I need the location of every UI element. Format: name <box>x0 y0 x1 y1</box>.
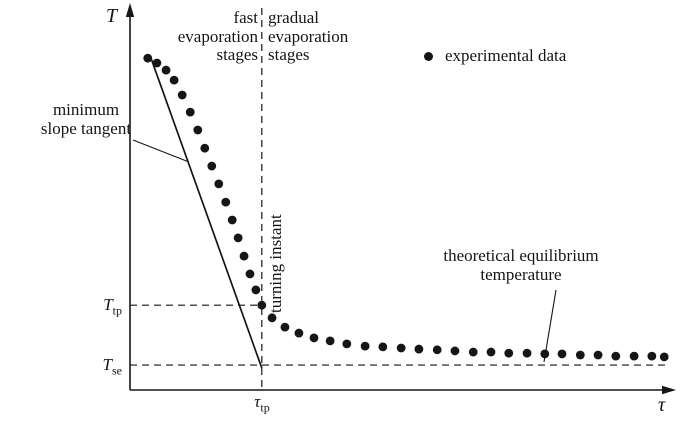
data-point <box>325 336 335 346</box>
T-tp-axis-label: Ttp <box>86 295 122 318</box>
data-point <box>257 300 267 310</box>
turning-instant-label: turning instant <box>266 214 285 313</box>
label-line: gradual <box>268 8 319 27</box>
label-line: stages <box>216 45 258 65</box>
data-point <box>450 346 460 356</box>
data-point <box>647 351 657 361</box>
minimum-slope-leader-line <box>132 139 190 163</box>
y-axis-title: T <box>106 5 118 27</box>
label-line: slope tangent <box>40 118 132 138</box>
data-point <box>432 345 442 355</box>
data-point <box>169 75 179 85</box>
data-point <box>557 349 567 359</box>
x-axis-arrowhead-icon <box>662 385 676 395</box>
data-point <box>267 313 277 323</box>
data-point <box>245 269 255 279</box>
data-point <box>221 197 231 207</box>
data-point <box>629 351 639 361</box>
label-line: evaporation <box>268 26 349 46</box>
gradual-evaporation-stages-label: gradual evaporation stages <box>268 8 349 65</box>
data-point <box>396 343 406 353</box>
data-point <box>593 350 603 360</box>
data-point <box>177 90 187 100</box>
data-point <box>200 143 210 153</box>
data-point <box>207 161 217 171</box>
data-point <box>227 215 237 225</box>
data-point <box>378 342 388 352</box>
label-line: theoretical equilibrium <box>443 246 599 265</box>
data-point <box>522 348 532 358</box>
label-base: T <box>102 355 112 374</box>
label-subscript: tp <box>260 400 270 415</box>
x-axis-title: τ <box>658 394 666 416</box>
data-point <box>659 352 669 362</box>
data-point <box>143 53 153 63</box>
legend: experimental data <box>424 46 566 66</box>
legend-marker-dot-icon <box>424 51 433 61</box>
data-point <box>360 341 370 351</box>
label-line: stages <box>268 45 310 65</box>
data-point <box>185 107 195 117</box>
data-point <box>214 179 224 189</box>
legend-label: experimental data <box>445 46 567 65</box>
data-point <box>504 348 514 358</box>
data-point <box>152 58 162 68</box>
theoretical-equilibrium-temperature-label: theoretical equilibrium temperature <box>421 246 621 284</box>
label-subscript: tp <box>112 303 122 318</box>
label-line: temperature <box>480 264 562 284</box>
data-point <box>233 233 243 243</box>
fast-evaporation-stages-label: fast evaporation stages <box>177 8 258 65</box>
data-point <box>309 333 319 343</box>
data-point <box>193 125 203 135</box>
data-point <box>414 344 424 354</box>
label-line: fast <box>233 8 258 27</box>
label-line: minimum <box>52 100 120 119</box>
label-base: τ <box>254 392 261 411</box>
data-point <box>251 285 261 295</box>
data-point <box>486 347 496 357</box>
y-axis-arrowhead-icon <box>125 3 135 17</box>
minimum-slope-tangent-label: minimum slope tangent <box>12 100 160 138</box>
T-se-axis-label: Tse <box>86 355 122 378</box>
data-point <box>280 322 290 332</box>
data-point <box>468 347 478 357</box>
data-point <box>611 351 621 361</box>
data-point <box>294 328 304 338</box>
minimum-slope-tangent-line <box>149 54 263 369</box>
label-subscript: se <box>112 363 122 378</box>
label-line: evaporation <box>177 26 258 46</box>
data-point <box>342 339 352 349</box>
data-point <box>239 251 249 261</box>
data-point <box>161 65 171 75</box>
tau-tp-axis-label: τtp <box>240 392 284 415</box>
label-base: T <box>103 295 113 314</box>
data-point <box>575 350 585 360</box>
data-point <box>540 349 550 359</box>
